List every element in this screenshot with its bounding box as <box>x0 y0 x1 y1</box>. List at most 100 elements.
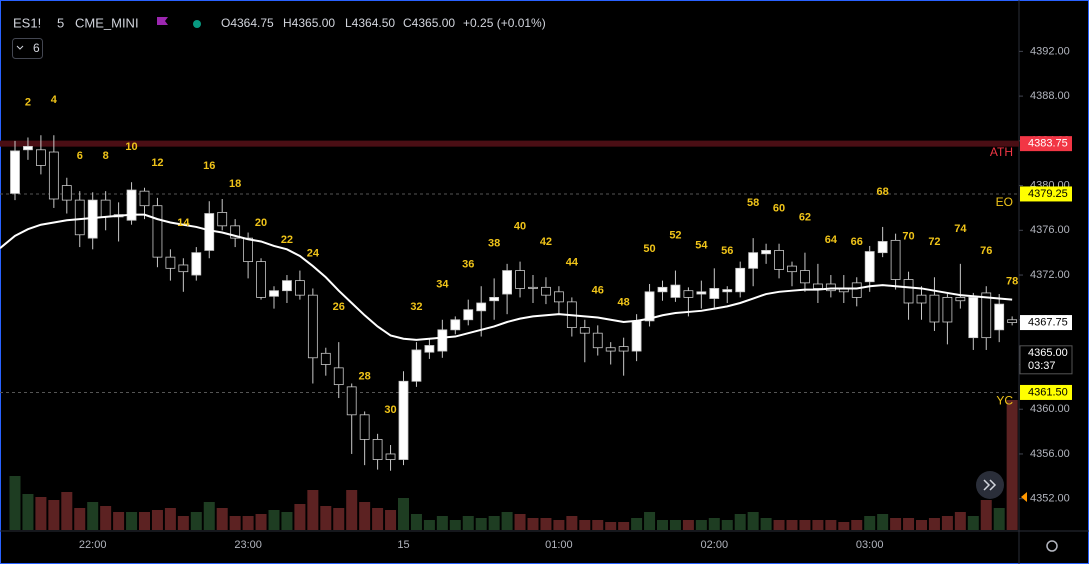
settings-icon[interactable] <box>1046 540 1058 552</box>
candle-body <box>204 213 215 251</box>
x-tick-label: 01:00 <box>545 539 573 551</box>
candle-body <box>100 199 111 218</box>
bar-number: 6 <box>77 150 83 162</box>
volume-bar <box>61 492 73 530</box>
candle-body <box>515 270 525 289</box>
volume-bar <box>825 520 837 530</box>
volume-bar <box>398 498 409 530</box>
volume-bar <box>514 514 526 530</box>
volume-bar <box>385 510 397 530</box>
bar-number: 20 <box>255 217 267 229</box>
volume-bar <box>281 512 293 530</box>
price-label: 4365.00 <box>1028 347 1068 359</box>
y-tick-label: 4356.00 <box>1030 448 1070 460</box>
indicator-toggle[interactable] <box>12 38 43 59</box>
volume-bar <box>100 506 112 530</box>
bar-number: 38 <box>488 237 500 249</box>
x-tick-label: 02:00 <box>701 539 729 551</box>
candle-body <box>579 327 590 334</box>
volume-bar <box>877 514 889 530</box>
bar-number: 10 <box>125 141 137 153</box>
flag-icon[interactable] <box>157 17 168 25</box>
bar-number: 36 <box>462 259 474 271</box>
bar-number: 64 <box>825 234 838 246</box>
candle-body <box>269 290 279 297</box>
candle-body <box>48 151 59 200</box>
volume-bar <box>553 520 565 530</box>
x-tick-label: 15 <box>397 539 409 551</box>
x-tick-label: 23:00 <box>234 539 262 551</box>
volume-bar <box>372 508 384 530</box>
candle-body <box>631 320 642 352</box>
volume-bar <box>320 506 332 530</box>
volume-bar <box>669 520 681 530</box>
volume-bar <box>475 518 487 530</box>
volume-bar <box>838 522 850 530</box>
interval: 5 <box>57 15 64 30</box>
volume-bar <box>566 516 578 530</box>
candle-body <box>230 225 241 239</box>
candle-body <box>385 453 396 460</box>
price-label: 4379.25 <box>1028 188 1068 200</box>
volume-bar <box>540 518 552 530</box>
volume-bar <box>799 520 811 530</box>
bar-number: 28 <box>359 370 371 382</box>
bar-number: 70 <box>902 231 914 243</box>
volume-bar <box>864 516 876 530</box>
chevron-icon <box>16 45 24 50</box>
price-label-box <box>1020 136 1072 152</box>
bar-number: 76 <box>980 245 992 257</box>
volume-bar <box>87 502 99 530</box>
candle-body <box>424 345 435 353</box>
candle-body <box>774 250 784 270</box>
candle-body <box>333 367 344 386</box>
volume-bar <box>812 520 824 530</box>
exchange: CME_MINI <box>75 15 139 30</box>
x-tick-label: 22:00 <box>79 539 107 551</box>
symbol: ES1! <box>13 15 41 30</box>
volume-bar <box>203 502 215 530</box>
price-label: 4361.50 <box>1028 386 1068 398</box>
moving-average <box>0 213 1013 341</box>
candle-body <box>178 264 189 273</box>
volume-bar <box>164 508 176 530</box>
candle-body <box>916 294 927 304</box>
bar-number: 46 <box>592 284 604 296</box>
y-tick-label: 4372.00 <box>1030 269 1070 281</box>
candle-body <box>359 414 370 440</box>
bar-number: 40 <box>514 221 526 233</box>
level-band <box>0 140 1019 147</box>
candle-body <box>398 380 409 460</box>
volume-bar <box>462 516 474 530</box>
volume-bar <box>9 476 21 530</box>
bar-number: 24 <box>307 247 320 259</box>
candle-body <box>696 291 707 295</box>
x-tick-label: 03:00 <box>856 539 884 551</box>
candle-body <box>217 212 228 227</box>
volume-bar <box>903 518 915 530</box>
bar-number: 78 <box>1006 275 1018 287</box>
indicator-count: 6 <box>33 41 40 55</box>
y-tick-label: 4388.00 <box>1030 90 1070 102</box>
bar-number: 22 <box>281 234 293 246</box>
volume-bar <box>773 520 785 530</box>
volume-bar <box>410 514 422 530</box>
candle-body <box>411 349 422 382</box>
bar-number: 12 <box>151 157 163 169</box>
bar-number: 62 <box>799 212 811 224</box>
candle-body <box>437 329 448 352</box>
volume-bar <box>967 516 979 530</box>
volume-bar <box>747 512 759 530</box>
candle-body <box>670 284 681 298</box>
candle-body <box>877 241 888 254</box>
bar-number: 52 <box>669 229 681 241</box>
candle-body <box>709 288 720 299</box>
bar-number: 32 <box>410 301 422 313</box>
candle-body <box>903 279 914 304</box>
volume-bar <box>760 518 772 530</box>
volume-bar <box>605 522 617 530</box>
bar-number: 48 <box>618 297 630 309</box>
candle-body <box>463 309 474 321</box>
